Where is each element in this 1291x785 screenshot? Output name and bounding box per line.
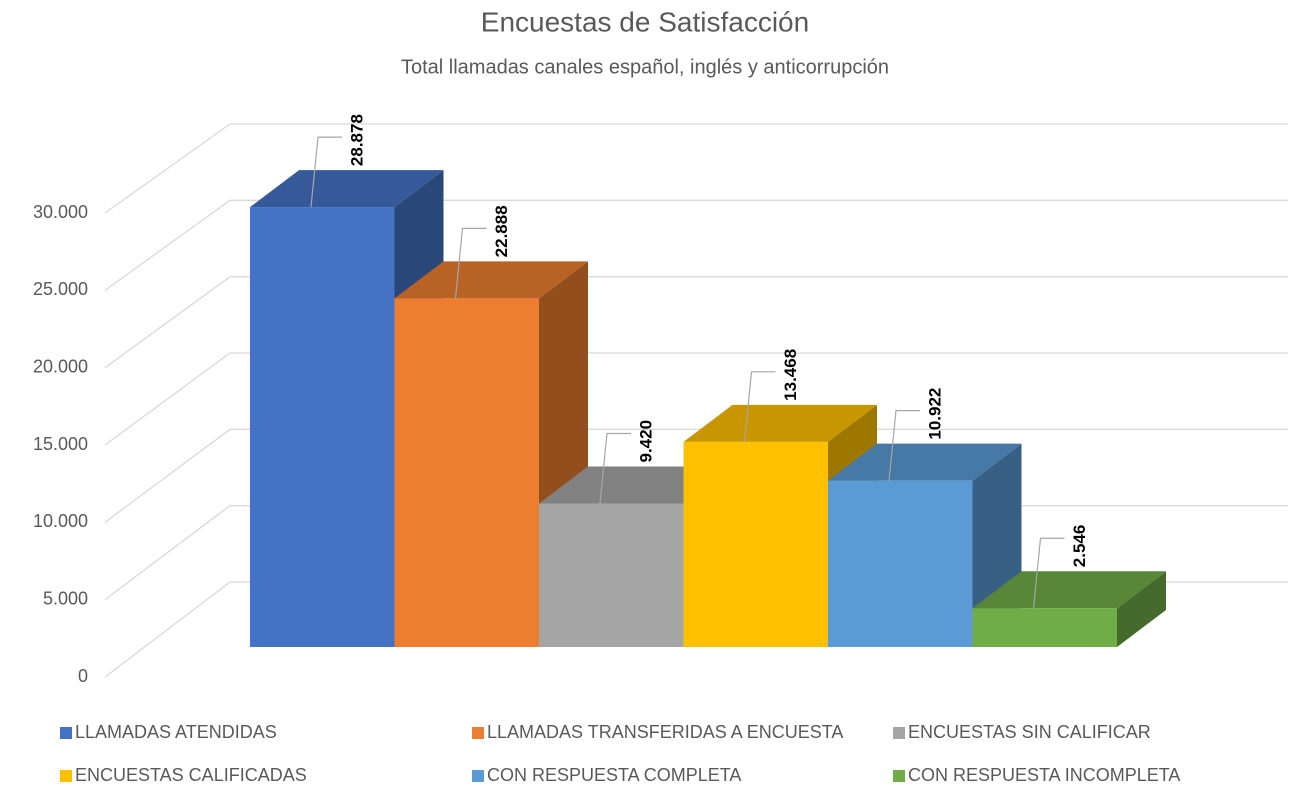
legend-swatch — [893, 770, 905, 782]
grid-line — [104, 123, 231, 214]
y-tick-label: 20.000 — [33, 356, 88, 376]
legend-label: ENCUESTAS CALIFICADAS — [75, 765, 307, 785]
grid-line — [104, 428, 231, 523]
grid-line — [104, 505, 231, 601]
y-tick-label: 15.000 — [33, 434, 88, 454]
y-tick-label: 25.000 — [33, 279, 88, 299]
bar-top — [972, 571, 1166, 609]
legend-swatch — [472, 770, 484, 782]
bar — [394, 298, 539, 647]
legend-swatch — [60, 727, 72, 739]
data-label: 22.888 — [492, 205, 511, 257]
legend-label: ENCUESTAS SIN CALIFICAR — [908, 722, 1151, 742]
y-tick-label: 5.000 — [43, 588, 88, 608]
legend-label: LLAMADAS ATENDIDAS — [75, 722, 277, 742]
bar — [972, 608, 1117, 647]
legend-label: CON RESPUESTA INCOMPLETA — [908, 765, 1180, 785]
chart-subtitle: Total llamadas canales español, inglés y… — [401, 56, 889, 78]
leader-line — [888, 410, 920, 481]
data-label: 10.922 — [925, 388, 944, 440]
bar-side — [1117, 571, 1166, 647]
leader-line — [1032, 537, 1065, 609]
bar-top — [394, 261, 588, 299]
legend-swatch — [60, 770, 72, 782]
leader-line — [599, 432, 631, 504]
grid-line — [104, 276, 231, 369]
bar — [539, 503, 684, 647]
legend-label: LLAMADAS TRANSFERIDAS A ENCUESTA — [487, 722, 843, 742]
y-tick-label: 0 — [78, 666, 88, 686]
bar-top — [683, 404, 877, 442]
leader-line — [743, 371, 776, 442]
legend-swatch — [472, 727, 484, 739]
leader-line — [310, 136, 342, 208]
leader-line — [454, 227, 487, 299]
y-tick-label: 10.000 — [33, 511, 88, 531]
legend-label: CON RESPUESTA COMPLETA — [487, 765, 741, 785]
chart-title: Encuestas de Satisfacción — [481, 6, 809, 37]
grid-line — [104, 581, 231, 678]
data-label: 13.468 — [781, 349, 800, 401]
grid-line — [104, 352, 231, 446]
bar — [828, 480, 973, 647]
bar-top — [250, 170, 444, 208]
y-tick-label: 30.000 — [33, 202, 88, 222]
bar-top — [828, 443, 1022, 481]
bar — [683, 441, 828, 647]
data-label: 9.420 — [636, 420, 655, 463]
bar — [250, 207, 395, 647]
legend-swatch — [893, 727, 905, 739]
grid-line — [104, 199, 231, 291]
data-label: 28.878 — [347, 114, 366, 166]
data-label: 2.546 — [1070, 525, 1089, 568]
